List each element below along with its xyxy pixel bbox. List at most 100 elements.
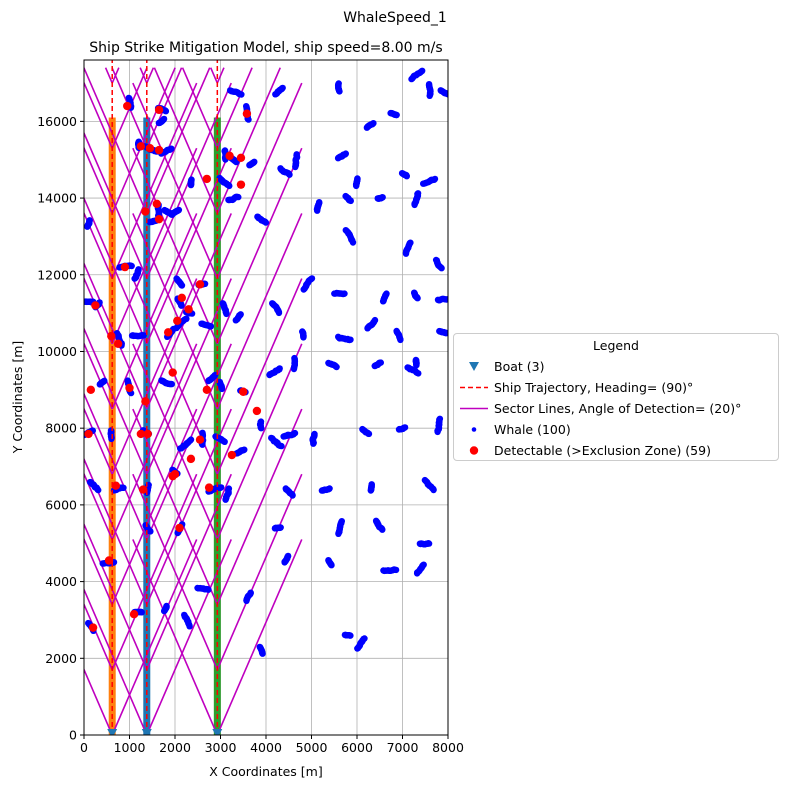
detectable-point xyxy=(125,383,134,393)
sector-line xyxy=(111,408,198,605)
whale-point xyxy=(432,256,440,264)
sector-line xyxy=(146,408,232,605)
whale-point xyxy=(371,362,378,370)
whale-track xyxy=(335,518,345,537)
y-tick-label: 14000 xyxy=(37,191,77,206)
whale-track xyxy=(411,190,422,209)
whale-point xyxy=(280,433,287,440)
sector-line xyxy=(84,341,113,410)
whale-point xyxy=(380,567,387,574)
whale-point xyxy=(364,325,371,332)
whale-track xyxy=(334,80,343,95)
whale-point xyxy=(316,199,323,206)
red-dot-icon xyxy=(469,446,479,455)
whale-point xyxy=(334,155,342,162)
detectable-point xyxy=(204,483,214,492)
whale-point xyxy=(241,446,248,453)
whale-point xyxy=(268,434,275,442)
detectable-point xyxy=(91,301,100,310)
whale-track xyxy=(309,430,318,447)
legend-label-sector: Sector Lines, Angle of Detection= (20)° xyxy=(494,401,742,416)
x-tick-label: 6000 xyxy=(341,740,373,755)
whale-point xyxy=(235,193,242,201)
x-tick-label: 3000 xyxy=(205,740,237,755)
whale-point xyxy=(207,323,215,330)
boat-marker-icon xyxy=(469,362,479,371)
whale-point xyxy=(269,300,276,307)
detectable-point xyxy=(202,385,212,395)
detectable-point xyxy=(143,429,152,439)
sector-line xyxy=(146,67,211,214)
whale-track xyxy=(421,476,437,494)
sector-line xyxy=(84,326,148,475)
detectable-point xyxy=(138,485,148,494)
whale-track xyxy=(155,115,168,127)
whale-track xyxy=(299,328,307,341)
whale-point xyxy=(187,181,195,189)
whale-track xyxy=(216,378,226,393)
whale-track xyxy=(413,561,427,577)
x-tick-label: 1000 xyxy=(114,740,146,755)
whale-track xyxy=(432,256,445,272)
whale-point xyxy=(413,362,420,369)
whale-point xyxy=(379,298,387,305)
detectable-point xyxy=(163,328,173,337)
whale-point xyxy=(218,385,226,393)
whale-point xyxy=(177,445,184,452)
x-tick-label: 5000 xyxy=(296,740,328,755)
whale-track xyxy=(169,206,183,217)
whale-track xyxy=(216,174,233,190)
whale-track xyxy=(341,631,354,639)
legend-title: Legend xyxy=(593,338,639,353)
whale-point xyxy=(408,75,415,83)
detectable-point xyxy=(111,481,121,490)
whale-track xyxy=(342,192,354,205)
whale-point xyxy=(169,210,176,217)
y-tick-label: 12000 xyxy=(37,267,77,282)
whale-track xyxy=(142,522,154,535)
whale-point xyxy=(413,570,421,577)
whale-point xyxy=(425,540,433,547)
whale-track xyxy=(352,175,361,190)
detectable-point xyxy=(88,623,98,632)
sector-line xyxy=(84,537,113,605)
whale-point xyxy=(308,275,316,282)
whale-point xyxy=(226,182,233,190)
whale-point xyxy=(430,486,437,494)
legend-label-trajectory: Ship Trajectory, Heading= (90)° xyxy=(494,380,694,395)
figure-suptitle: WhaleSpeed_1 xyxy=(343,10,447,26)
chart-title: Ship Strike Mitigation Model, ship speed… xyxy=(89,40,442,56)
whale-track xyxy=(181,611,193,630)
sector-line xyxy=(84,196,148,345)
whale-track xyxy=(363,120,377,131)
whale-point xyxy=(299,328,306,335)
whale-point xyxy=(86,478,94,486)
whale-point xyxy=(331,290,338,297)
whale-track xyxy=(254,213,270,226)
detectable-point xyxy=(242,109,252,118)
whale-point xyxy=(335,80,342,87)
sector-line xyxy=(111,147,198,345)
whale-track xyxy=(335,333,354,344)
whale-track xyxy=(325,557,335,569)
whale-point xyxy=(205,377,212,385)
sector-line xyxy=(111,213,198,410)
detectable-point xyxy=(154,145,164,155)
sector-line xyxy=(84,667,113,735)
y-tick-label: 0 xyxy=(69,728,77,743)
whale-point xyxy=(342,227,349,234)
whale-track xyxy=(300,275,316,293)
y-tick-label: 2000 xyxy=(45,651,77,666)
detectable-point xyxy=(236,180,246,189)
whale-track xyxy=(402,239,414,257)
whale-track xyxy=(173,275,186,289)
detectable-point xyxy=(184,305,193,314)
whale-track xyxy=(246,158,258,169)
legend-entry-detectable: Detectable (>Exclusion Zone) (59) xyxy=(454,440,778,461)
detectable-point xyxy=(239,387,248,396)
whale-point xyxy=(411,201,418,209)
sector-line xyxy=(132,408,219,605)
whale-track xyxy=(266,365,283,379)
detectable-point xyxy=(195,280,205,289)
